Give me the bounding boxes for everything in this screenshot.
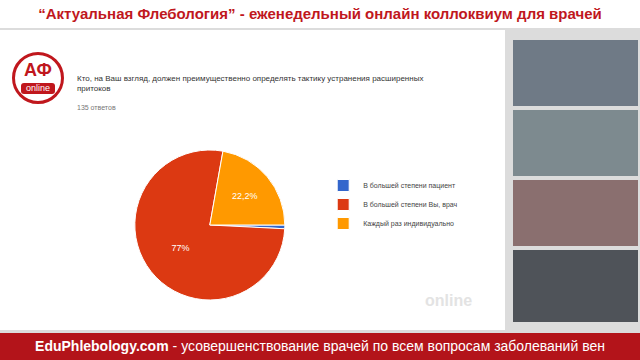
html-text:online: online bbox=[26, 83, 50, 93]
html-text:АФ: АФ bbox=[24, 60, 52, 80]
html-text:“Актуальная Флебология” - ежен: “Актуальная Флебология” - еженедельный о… bbox=[38, 5, 602, 22]
svg-text:В большей степени Вы, врач: В большей степени Вы, врач bbox=[363, 201, 457, 209]
svg-text:135 ответов: 135 ответов bbox=[77, 104, 116, 111]
html-text:online: online bbox=[425, 292, 473, 309]
svg-text:Кто, на Ваш взгляд, должен пре: Кто, на Ваш взгляд, должен преимуществен… bbox=[77, 74, 423, 93]
svg-text:В большей степени пациент: В большей степени пациент bbox=[363, 182, 456, 190]
svg-text:77%: 77% bbox=[171, 243, 189, 253]
svg-text:Каждый раз индивидуально: Каждый раз индивидуально bbox=[363, 220, 454, 228]
html-text:EduPhlebology.com - усовершенс: EduPhlebology.com - усовершенствование в… bbox=[35, 338, 605, 354]
svg-text:22,2%: 22,2% bbox=[232, 191, 258, 201]
